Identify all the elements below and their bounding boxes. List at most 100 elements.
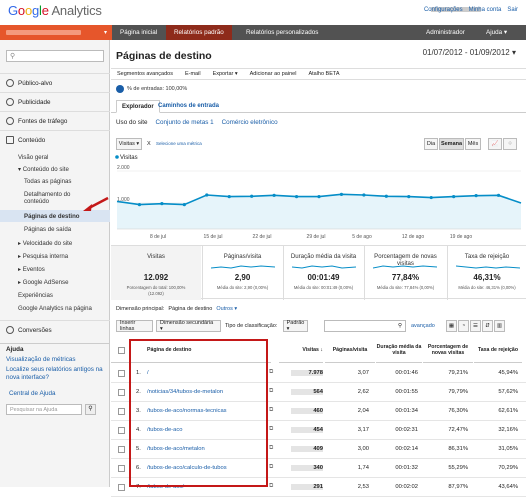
table-row[interactable]: 4. /tubos-de-aco ⧉ 454 3,17 00:02:31 72,…	[111, 421, 526, 440]
landing-page-link[interactable]: /tubos-de-aco/metalon	[147, 446, 205, 452]
sidebar-item-site-search[interactable]: ▸ Pesquisa interna	[18, 253, 69, 260]
percentage-view-icon[interactable]: ◔	[458, 320, 469, 332]
row-checkbox[interactable]	[118, 408, 125, 415]
sidebar-item-content-drilldown[interactable]: Detalhamento do conteúdo	[24, 190, 71, 205]
sidebar-item-traffic-sources[interactable]: Fontes de tráfego	[0, 111, 110, 130]
add-to-dashboard-button[interactable]: Adicionar ao painel	[249, 71, 297, 77]
help-link-metrics[interactable]: Visualização de métricas	[6, 356, 76, 363]
col-pages-per-visit[interactable]: Páginas/visita	[325, 339, 375, 363]
export-button[interactable]: Exportar ▾	[212, 71, 238, 77]
help-search-button[interactable]: ⚲	[85, 404, 96, 415]
tab-entrance-paths[interactable]: Caminhos de entrada	[158, 103, 220, 109]
data-point[interactable]	[182, 203, 186, 207]
advanced-filter-link[interactable]: avançado	[411, 323, 435, 329]
metric-new-visits[interactable]: Porcentagem de novas visitas 77,84% Média …	[364, 246, 446, 300]
col-landing-page[interactable]: Página de destino	[131, 339, 271, 363]
data-point[interactable]	[205, 193, 209, 197]
help-link-old-reports[interactable]: Localize seus relatórios antigos na nova…	[6, 366, 103, 381]
sidebar-item-site-content[interactable]: ▾ Conteúdo do site	[18, 166, 69, 173]
email-button[interactable]: E-mail	[184, 71, 201, 77]
subtab-site-usage[interactable]: Uso do site	[116, 119, 148, 126]
sidebar-item-all-pages[interactable]: Todas as páginas	[24, 178, 72, 185]
help-center-link[interactable]: Central de Ajuda	[9, 390, 56, 397]
google-analytics-logo[interactable]: Google Analytics	[8, 3, 102, 18]
period-week-button[interactable]: Semana	[439, 138, 464, 150]
col-bounce-rate[interactable]: Taxa de rejeição	[474, 339, 522, 363]
data-point[interactable]	[384, 194, 388, 198]
comparison-view-icon[interactable]: ⇵	[482, 320, 493, 332]
open-page-icon[interactable]: ⧉	[269, 388, 274, 394]
line-chart[interactable]: 2.000 1.000 Visitas 8 de jul 15 de jul 22 de …	[111, 151, 526, 243]
landing-page-link[interactable]: /tubos-de-aco/calculo-de-tubos	[147, 465, 227, 471]
sign-out-link[interactable]: Sair	[507, 7, 518, 13]
advanced-segments-button[interactable]: Segmentos avançados	[117, 71, 173, 77]
data-point[interactable]	[250, 194, 254, 198]
metric-pages-per-visit[interactable]: Páginas/visita 2,90 Média do site: 2,90 (0…	[202, 246, 282, 300]
insert-rows-button[interactable]: Inserir linhas	[116, 320, 153, 332]
data-point[interactable]	[496, 193, 501, 197]
metric-visits[interactable]: Visitas 12.092 Porcentagem do total: 100,0…	[111, 246, 201, 300]
table-row[interactable]: 2. /noticias/34/tubos-de-metalon ⧉ 564 2…	[111, 383, 526, 402]
period-month-button[interactable]: Mês	[465, 138, 481, 150]
data-point[interactable]	[474, 194, 478, 198]
data-point[interactable]	[362, 193, 366, 197]
data-point[interactable]	[407, 195, 411, 199]
table-row[interactable]: 1. / ⧉ 7.978 3,07 00:01:46 79,21% 45,94%	[111, 364, 526, 383]
sidebar-item-conversions[interactable]: Conversões	[0, 320, 110, 339]
open-page-icon[interactable]: ⧉	[269, 426, 274, 432]
secondary-dimension-select[interactable]: Dimensão secundária ▾	[156, 320, 221, 332]
col-avg-duration[interactable]: Duração média da visita	[376, 339, 422, 363]
row-checkbox[interactable]	[118, 389, 125, 396]
data-point[interactable]	[339, 192, 344, 196]
sidebar-item-site-speed[interactable]: ▸ Velocidade do site	[18, 240, 73, 247]
subtab-goal-set-1[interactable]: Conjunto de metas 1	[155, 119, 214, 126]
data-point[interactable]	[227, 195, 231, 199]
col-new-visits[interactable]: Porcentagem de novas visitas	[423, 339, 473, 363]
metric-bounce-rate[interactable]: Taxa de rejeição 46,31% Média do site: 46,…	[447, 246, 526, 300]
sidebar-item-overview[interactable]: Visão geral	[18, 154, 49, 161]
metric-select[interactable]: Visitas ▾	[116, 138, 142, 150]
dimension-landing-page[interactable]: Página de destino	[168, 306, 213, 312]
row-checkbox[interactable]	[118, 465, 125, 472]
open-page-icon[interactable]: ⧉	[269, 369, 274, 375]
table-row[interactable]: 6. /tubos-de-aco/calculo-de-tubos ⧉ 340 …	[111, 459, 526, 478]
period-day-button[interactable]: Dia	[424, 138, 438, 150]
row-checkbox[interactable]	[118, 370, 125, 377]
open-page-icon[interactable]: ⧉	[269, 407, 274, 413]
sidebar-item-landing-pages[interactable]: Páginas de destino	[0, 210, 110, 222]
shortcut-button[interactable]: Atalho BETA	[308, 71, 340, 77]
date-range-picker[interactable]: 01/07/2012 - 01/09/2012 ▾	[422, 48, 516, 57]
sidebar-item-adsense[interactable]: ▸ Google AdSense	[18, 279, 69, 286]
motion-chart-icon[interactable]: ⁘	[503, 138, 517, 150]
data-point[interactable]	[272, 193, 276, 197]
dimension-other-dropdown[interactable]: Outros ▾	[216, 306, 238, 312]
tab-standard-reports[interactable]: Relatórios padrão	[166, 25, 232, 40]
tab-custom-reports[interactable]: Relatórios personalizados	[246, 29, 319, 36]
sidebar-item-content[interactable]: Conteúdo	[0, 130, 110, 149]
landing-page-link[interactable]: /tubos-de-aco	[147, 427, 183, 433]
data-point[interactable]	[137, 203, 142, 207]
help-search-input[interactable]: Pesquisar na Ajuda	[6, 404, 82, 415]
tab-admin[interactable]: Administrador	[426, 29, 465, 36]
select-all-checkbox[interactable]	[111, 339, 131, 363]
tab-home[interactable]: Página inicial	[120, 29, 158, 36]
sidebar-item-in-page-analytics[interactable]: Google Analytics na página	[18, 305, 92, 312]
open-page-icon[interactable]: ⧉	[269, 464, 274, 470]
pivot-view-icon[interactable]: ▥	[494, 320, 505, 332]
sidebar-item-advertising[interactable]: Publicidade	[0, 92, 110, 111]
landing-page-link[interactable]: /tubos-de-aco/normas-tecnicas	[147, 408, 227, 414]
sort-type-select[interactable]: Padrão ▾	[283, 320, 308, 332]
landing-page-link[interactable]: /	[147, 370, 149, 376]
data-point[interactable]	[317, 195, 321, 199]
row-checkbox[interactable]	[118, 427, 125, 434]
sidebar-item-events[interactable]: ▸ Eventos	[18, 266, 45, 273]
sidebar-item-audience[interactable]: Público-alvo	[0, 73, 110, 92]
subtab-ecommerce[interactable]: Comércio eletrônico	[221, 119, 278, 126]
sidebar-search-input[interactable]: ⚲	[6, 50, 104, 62]
line-chart-icon[interactable]: 📈	[488, 138, 502, 150]
sidebar-item-exit-pages[interactable]: Páginas de saída	[24, 226, 72, 233]
tab-explorer[interactable]: Explorador	[116, 100, 160, 113]
tab-help[interactable]: Ajuda ▾	[486, 29, 508, 36]
open-page-icon[interactable]: ⧉	[269, 483, 274, 489]
performance-view-icon[interactable]: ☰	[470, 320, 481, 332]
